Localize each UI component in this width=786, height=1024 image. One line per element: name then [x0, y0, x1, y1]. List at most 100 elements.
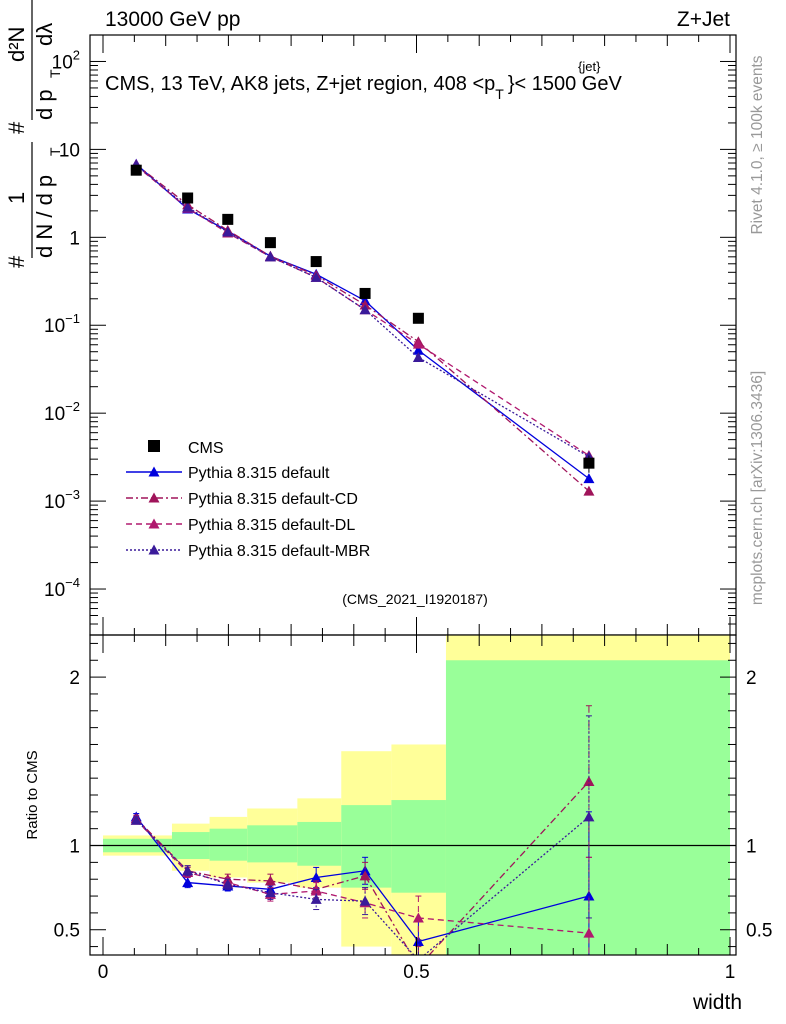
cms-point: [130, 164, 142, 176]
ratio-line-dl: [135, 819, 589, 934]
ylabel-hash-1: #: [4, 255, 29, 268]
legend-label-default: Pythia 8.315 default: [188, 465, 330, 482]
x-tick-label: 0.5: [403, 962, 429, 983]
ratio-series-clipped: [130, 705, 595, 955]
series-point-dl: [412, 338, 424, 349]
ratio-point-cd: [264, 875, 276, 886]
x-axis-label: width: [692, 991, 742, 1014]
chart-title-main: CMS, 13 TeV, AK8 jets, Z+jet region, 408…: [105, 73, 495, 95]
legend-item-mbr: Pythia 8.315 default-MBR: [126, 543, 370, 560]
legend-marker-mbr: [148, 544, 160, 555]
rivet-version-label: Rivet 4.1.0, ≥ 100k events: [749, 55, 766, 234]
legend-label-cd: Pythia 8.315 default-CD: [188, 491, 358, 508]
ratio-y-tick-label: 0.5: [54, 921, 80, 942]
y-axis-label: # 1 d N / d p T # d²N d p T dλ: [4, 0, 63, 268]
series-point-mbr: [310, 271, 322, 282]
ratio-point-mbr: [583, 811, 595, 822]
ratio-line-cd: [135, 781, 590, 955]
ylabel-dp: d p: [32, 89, 57, 120]
cms-point: [222, 213, 234, 225]
chart-title-sub: T: [495, 86, 504, 102]
cms-point: [310, 256, 322, 268]
ratio-point-mbr: [359, 895, 371, 906]
analysis-watermark: (CMS_2021_I1920187): [342, 591, 488, 607]
cms-data-points: [130, 164, 595, 473]
ratio-series-mbr: [130, 715, 595, 955]
main-x-ticks: [102, 35, 731, 635]
ylabel-hash-2: #: [4, 121, 29, 134]
cms-point: [583, 457, 595, 469]
legend-cms-marker: [148, 440, 160, 452]
legend-item-cd: Pythia 8.315 default-CD: [126, 491, 358, 508]
legend: CMS Pythia 8.315 default Pythia 8.315 def…: [126, 440, 370, 560]
legend-label-dl: Pythia 8.315 default-DL: [188, 517, 355, 534]
header-right: Z+Jet: [677, 8, 730, 31]
tick-base: 10: [44, 492, 65, 513]
tick-base: 10: [52, 52, 73, 73]
ratio-point-mbr: [222, 878, 234, 889]
legend-cms-label: CMS: [188, 440, 224, 457]
tick-exponent: −3: [65, 487, 80, 502]
ylabel-den: d N / d p: [32, 175, 57, 258]
cms-point: [412, 312, 424, 324]
legend-marker-cd: [148, 492, 160, 503]
tick-exponent: 2: [73, 47, 80, 62]
series-line-dl: [135, 165, 590, 457]
main-y-tick-label: 1: [69, 228, 80, 249]
cms-point: [359, 287, 371, 299]
ratio-series-layer: [130, 705, 595, 955]
ratio-point-mbr: [182, 865, 194, 876]
ratio-line-mbr: [135, 816, 590, 955]
ratio-point-default: [182, 877, 194, 888]
main-series-layer: [130, 158, 595, 496]
ratio-point-default: [359, 865, 371, 876]
ratio-band-inner: [445, 660, 730, 955]
ratio-y-tick-label-right: 2: [746, 668, 757, 689]
main-panel-frame: [89, 34, 737, 636]
cms-point: [264, 237, 276, 249]
ylabel-d2N: d²N: [4, 27, 29, 62]
ylabel-T2: T: [47, 69, 63, 78]
series-mbr: [130, 159, 595, 462]
ratio-point-dl: [412, 912, 424, 923]
ratio-y-tick-label: 1: [69, 837, 80, 858]
chart-title-sup: {jet}: [578, 59, 601, 74]
tick-exponent: −1: [65, 311, 80, 326]
ratio-x-ticks: 0 0.5 1: [98, 635, 736, 983]
ylabel-dl: dλ: [32, 23, 57, 46]
ylabel-one: 1: [4, 192, 29, 204]
series-point-mbr: [182, 201, 194, 212]
main-y-tick-label: 10−2: [44, 399, 80, 425]
ratio-y-tick-label-right: 1: [746, 837, 757, 858]
mcplots-label: mcplots.cern.ch [arXiv:1306.3436]: [749, 371, 766, 605]
ratio-point-cd: [359, 870, 371, 881]
tick-exponent: −2: [65, 399, 80, 414]
tick-base: 10: [44, 316, 65, 337]
legend-item-default: Pythia 8.315 default: [126, 465, 330, 482]
ratio-point-mbr: [130, 814, 142, 825]
series-point-mbr: [359, 304, 371, 315]
tick-exponent: −4: [65, 575, 80, 590]
ratio-point-default: [310, 872, 322, 883]
tick-base: 10: [44, 404, 65, 425]
ratio-point-mbr: [310, 893, 322, 904]
main-y-tick-label: 102: [52, 47, 80, 73]
x-tick-label: 0: [98, 962, 109, 983]
ratio-line-default: [135, 816, 590, 943]
ratio-point-default: [583, 890, 595, 901]
x-tick-label: 1: [725, 962, 736, 983]
ratio-y-axis-label: Ratio to CMS: [24, 750, 41, 839]
ratio-band-inner: [297, 821, 342, 866]
legend-item-dl: Pythia 8.315 default-DL: [126, 517, 355, 534]
series-point-default: [583, 473, 595, 484]
legend-marker-dl: [148, 518, 160, 529]
legend-label-mbr: Pythia 8.315 default-MBR: [188, 543, 370, 560]
ratio-point-mbr: [264, 887, 276, 898]
ratio-y-tick-label: 2: [69, 668, 80, 689]
series-point-default: [412, 344, 424, 355]
main-y-tick-label: 10−4: [44, 575, 80, 601]
series-point-cd: [583, 485, 595, 496]
main-y-tick-label: 10−1: [44, 311, 80, 337]
ratio-point-dl: [583, 927, 595, 938]
